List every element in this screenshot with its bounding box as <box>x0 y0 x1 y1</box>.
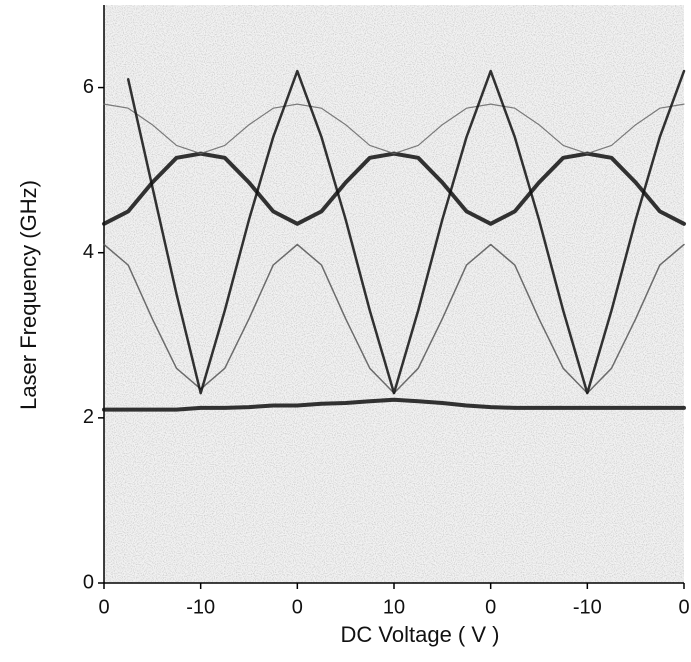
x-axis-title: DC Voltage ( V ) <box>341 622 500 647</box>
x-tick-label: 0 <box>485 596 496 618</box>
x-tick-label: 0 <box>678 596 689 618</box>
x-tick-label: 0 <box>98 596 109 618</box>
curve <box>102 397 686 412</box>
y-tick-label: 2 <box>83 406 94 428</box>
curve <box>126 69 686 395</box>
x-tick-label: 10 <box>383 596 405 618</box>
x-tick-label: -10 <box>186 596 215 618</box>
x-tick-label: -10 <box>573 596 602 618</box>
y-axis-title: Laser Frequency (GHz) <box>16 180 41 410</box>
y-tick-label: 6 <box>83 76 94 98</box>
x-tick-label: 0 <box>292 596 303 618</box>
curve <box>103 103 685 155</box>
y-tick-label: 0 <box>83 571 94 593</box>
y-tick-label: 4 <box>83 241 94 263</box>
plot-noise <box>104 5 684 583</box>
